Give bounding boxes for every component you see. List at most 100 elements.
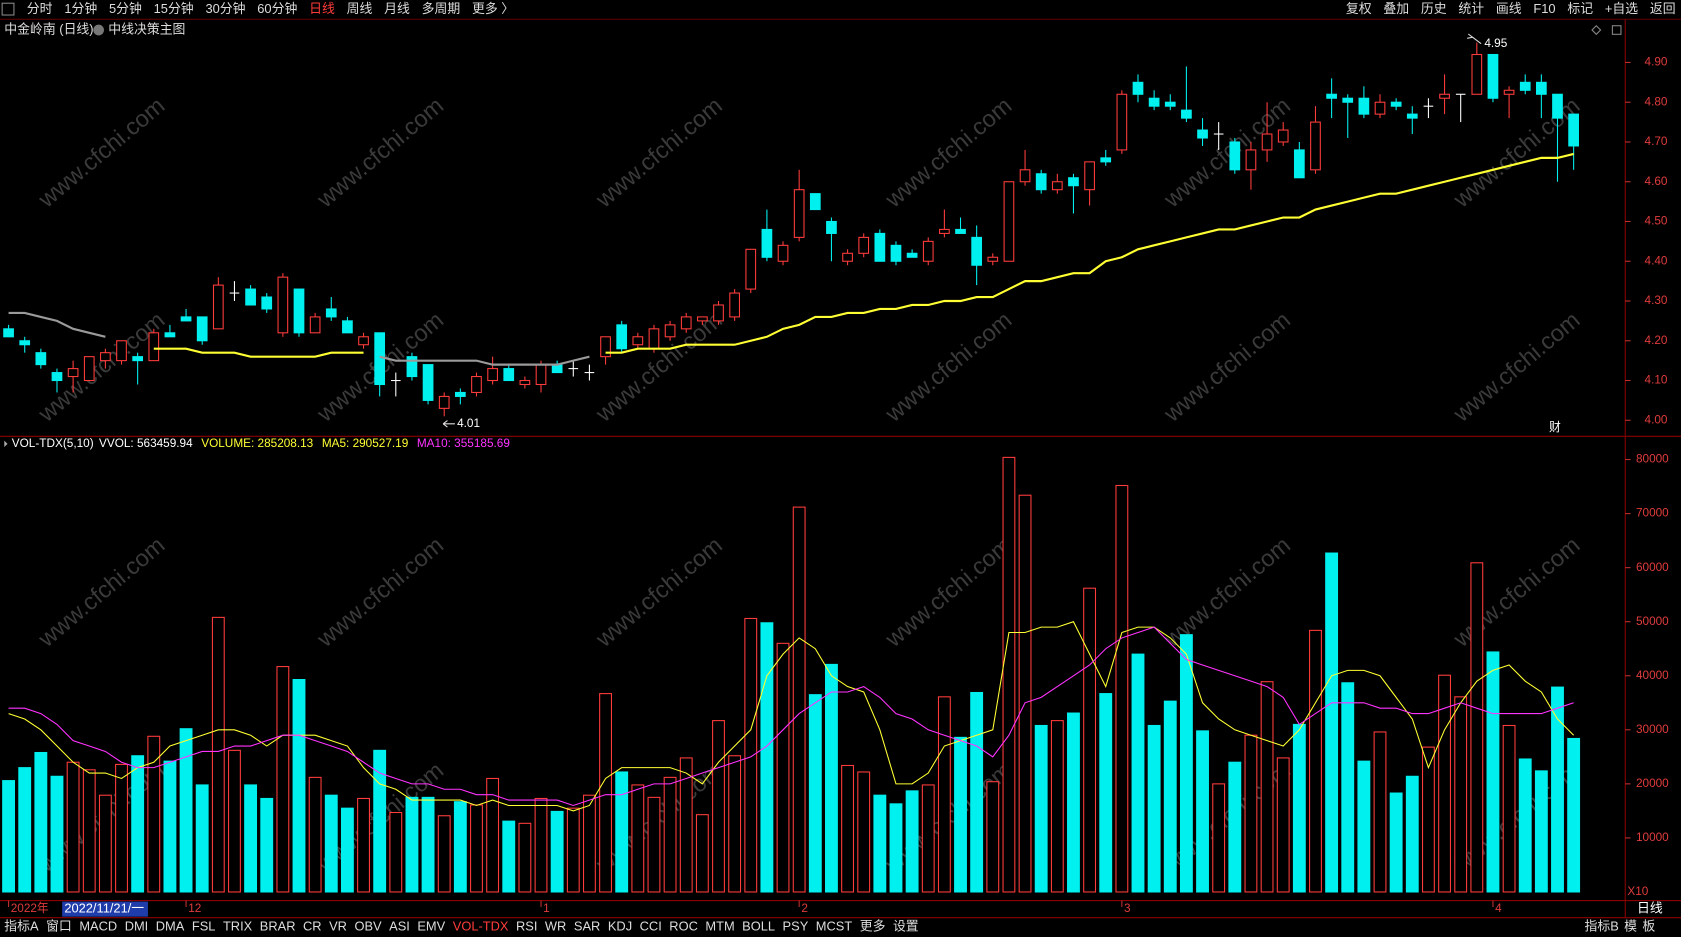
volume-bar bbox=[1438, 674, 1451, 893]
indicator-tab[interactable]: MTM bbox=[705, 919, 734, 934]
toolbar-button[interactable]: 多周期 bbox=[422, 1, 461, 16]
stock-title: 中金岭南 (日线) bbox=[4, 21, 93, 36]
toolbar-button[interactable]: 返回 bbox=[1650, 1, 1676, 16]
toolbar-button[interactable]: 标记 bbox=[1567, 1, 1593, 16]
indicator-tab[interactable]: DMI bbox=[125, 919, 149, 934]
indicator-tab[interactable]: 指标A bbox=[4, 919, 39, 934]
volume-bar bbox=[1470, 562, 1484, 893]
toolbar-button[interactable]: 15分钟 bbox=[154, 1, 194, 16]
indicator-tab[interactable]: PSY bbox=[783, 919, 809, 934]
indicator-tab[interactable]: DMA bbox=[156, 919, 185, 934]
menu-icon[interactable] bbox=[1, 2, 15, 16]
indicator-tab[interactable]: FSL bbox=[192, 919, 216, 934]
toolbar-button[interactable]: 30分钟 bbox=[205, 1, 245, 16]
candle-body bbox=[1536, 81, 1547, 95]
icon[interactable] bbox=[1591, 24, 1602, 36]
candle-body bbox=[309, 316, 321, 334]
toolbar-button[interactable]: 周线 bbox=[347, 1, 373, 16]
volume-bar bbox=[534, 797, 548, 893]
indicator-tab[interactable]: MCST bbox=[816, 919, 853, 934]
indicator-tab[interactable]: KDJ bbox=[608, 919, 632, 934]
indicator-tab[interactable]: 指标B bbox=[1585, 919, 1619, 934]
volume-bar bbox=[1050, 720, 1064, 893]
toolbar-button[interactable]: 画线 bbox=[1496, 1, 1522, 16]
indicator-tab[interactable]: CCI bbox=[640, 919, 662, 934]
y-tick-label: 40000 bbox=[1636, 669, 1669, 682]
candle-body bbox=[729, 292, 740, 318]
candle-body bbox=[1568, 113, 1579, 147]
candle-body bbox=[164, 332, 176, 338]
candle-body bbox=[842, 252, 853, 262]
candle-body bbox=[503, 368, 515, 382]
toolbar-button[interactable]: 60分钟 bbox=[257, 1, 297, 16]
toolbar-button[interactable]: 统计 bbox=[1458, 1, 1484, 16]
volume-bar bbox=[470, 804, 483, 893]
y-tick-label: 4.90 bbox=[1645, 56, 1668, 69]
indicator-tab[interactable]: 设置 bbox=[893, 919, 919, 934]
volume-bar bbox=[712, 720, 725, 893]
candle-body bbox=[3, 328, 14, 338]
candle-body bbox=[1197, 129, 1208, 139]
candle-body bbox=[809, 193, 821, 211]
indicator-tab[interactable]: 板 bbox=[1642, 919, 1655, 934]
volume-bar bbox=[1567, 737, 1581, 893]
toolbar-button[interactable]: 更多 〉 bbox=[472, 1, 514, 16]
candle-body bbox=[1084, 161, 1095, 191]
candle-body bbox=[1310, 121, 1321, 171]
candle-body bbox=[148, 332, 160, 362]
indicator-tab[interactable]: ASI bbox=[389, 919, 410, 934]
toolbar-button[interactable]: +自选 bbox=[1605, 1, 1638, 16]
toolbar-button[interactable]: 1分钟 bbox=[64, 1, 97, 16]
candle-body bbox=[955, 228, 966, 234]
volume-bar bbox=[1131, 653, 1145, 893]
indicator-tab[interactable]: ROC bbox=[669, 919, 698, 934]
candle-body bbox=[922, 240, 934, 262]
indicator-tab[interactable]: MACD bbox=[79, 919, 117, 934]
icon[interactable] bbox=[1611, 25, 1622, 35]
volume-bar bbox=[82, 769, 96, 893]
indicator-tab[interactable]: OBV bbox=[354, 919, 382, 934]
toolbar-button[interactable]: F10 bbox=[1533, 1, 1555, 16]
indicator-icon[interactable] bbox=[93, 24, 104, 36]
indicator-tab[interactable]: RSI bbox=[516, 919, 537, 934]
candle-body bbox=[616, 324, 628, 350]
indicator-tab[interactable]: CR bbox=[303, 919, 322, 934]
indicator-tab[interactable]: VR bbox=[329, 919, 347, 934]
y-tick-label: 10000 bbox=[1636, 831, 1669, 844]
candle-body bbox=[1181, 109, 1192, 119]
volume-bar bbox=[970, 691, 984, 893]
volume-bar bbox=[1518, 758, 1532, 893]
candle-body bbox=[987, 256, 999, 262]
volume-bar bbox=[308, 776, 322, 893]
toolbar-button[interactable]: 复权 bbox=[1346, 1, 1372, 16]
toolbar-button[interactable]: 叠加 bbox=[1383, 1, 1409, 16]
candle-body bbox=[1164, 101, 1176, 107]
toolbar-button[interactable]: 5分钟 bbox=[109, 1, 142, 16]
volume-bar bbox=[1309, 629, 1322, 893]
toolbar-button[interactable]: 历史 bbox=[1421, 1, 1447, 16]
toolbar-button[interactable]: 分时 bbox=[27, 1, 53, 16]
toolbar-button[interactable]: 月线 bbox=[384, 1, 410, 16]
volume-bar bbox=[518, 822, 532, 893]
indicator-tab[interactable]: 更多 bbox=[860, 919, 886, 934]
indicator-tab[interactable]: EMV bbox=[417, 919, 445, 934]
volume-bar bbox=[486, 777, 500, 893]
indicator-tab[interactable]: BOLL bbox=[742, 919, 775, 934]
indicator-tab[interactable]: BRAR bbox=[260, 919, 296, 934]
indicator-tab[interactable]: SAR bbox=[574, 919, 600, 934]
candle-body bbox=[858, 236, 870, 254]
indicator-tab[interactable]: TRIX bbox=[223, 919, 253, 934]
marker: 财 bbox=[1549, 420, 1561, 434]
ma-line bbox=[153, 152, 1574, 358]
indicator-tab[interactable]: 模 bbox=[1624, 919, 1637, 934]
indicator-tab[interactable]: 窗口 bbox=[46, 919, 72, 934]
volume-bar bbox=[1502, 724, 1516, 893]
volume-bar bbox=[357, 797, 370, 893]
indicator-tab[interactable]: WR bbox=[545, 919, 566, 934]
ma-line bbox=[8, 311, 590, 366]
indicator-tab[interactable]: VOL-TDX bbox=[453, 919, 509, 934]
toolbar-button[interactable]: 日线 bbox=[309, 1, 335, 16]
volume-bar bbox=[228, 749, 241, 893]
volume-bar bbox=[373, 749, 387, 893]
y-tick-label: 4.40 bbox=[1645, 254, 1668, 267]
